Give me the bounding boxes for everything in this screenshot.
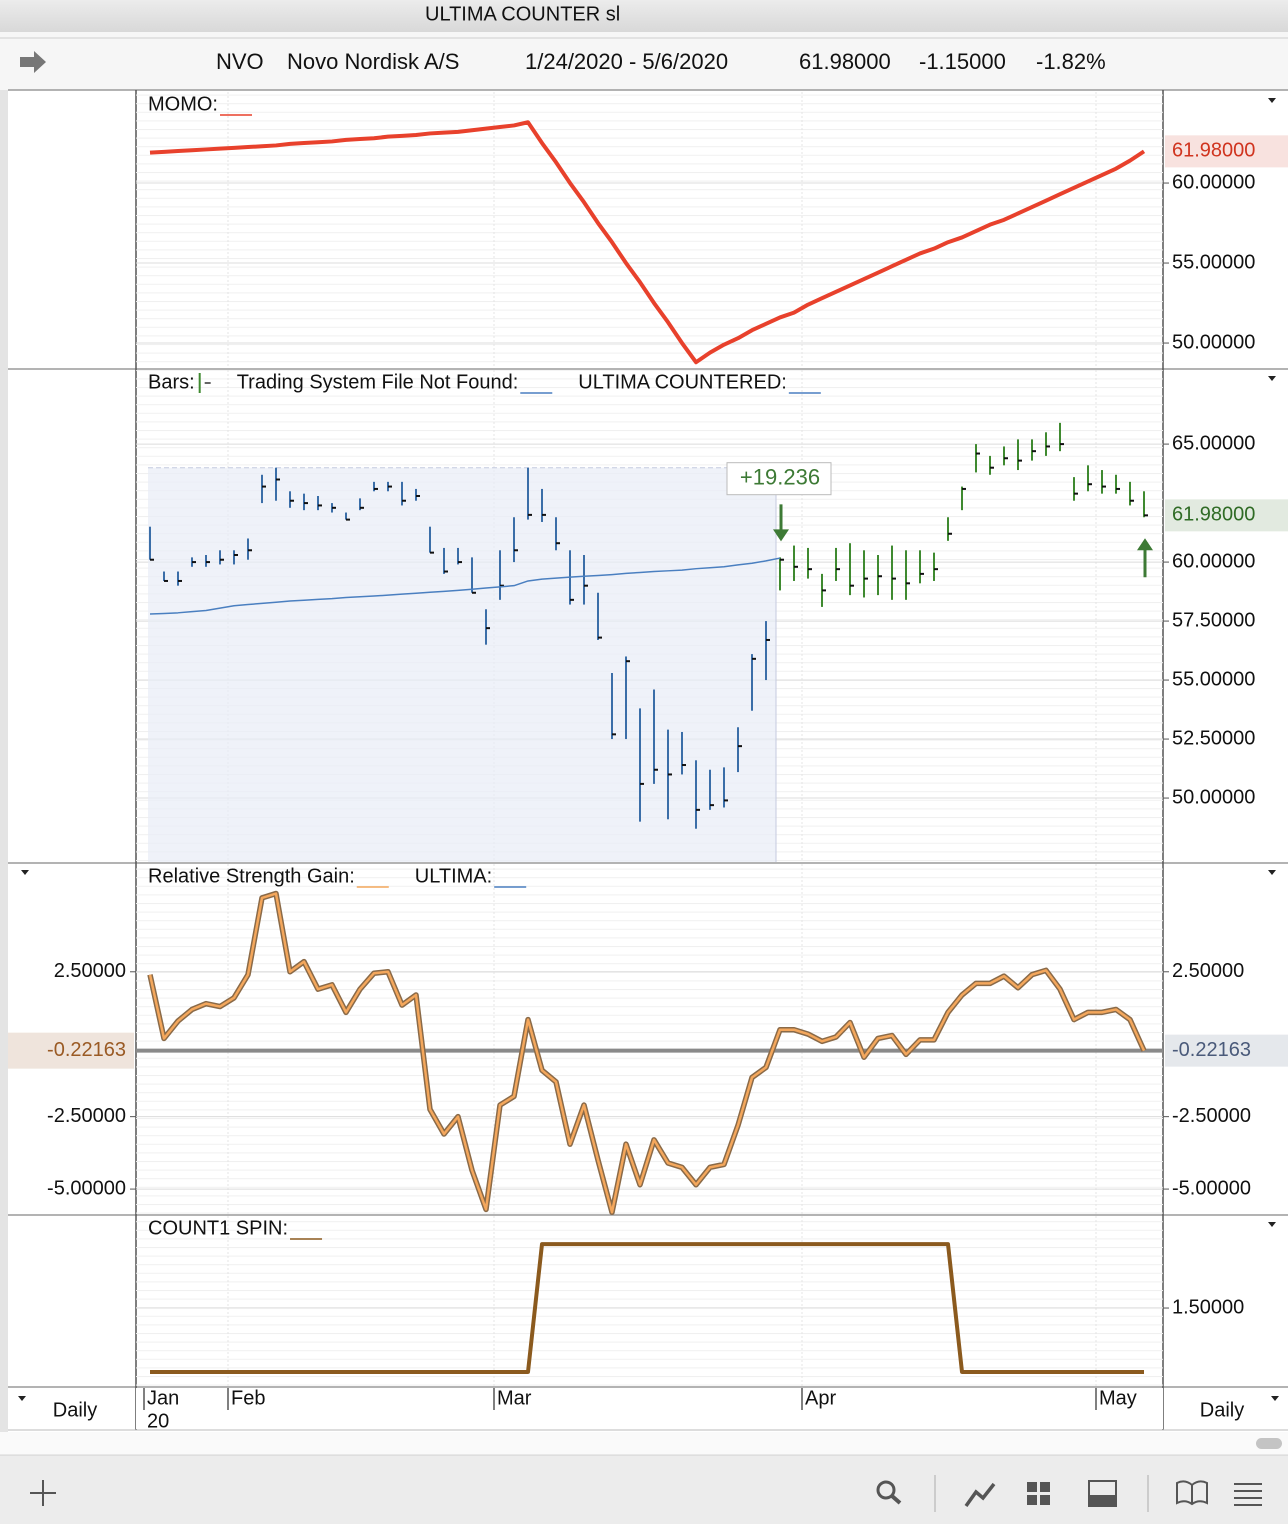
panel-menu[interactable] — [1268, 98, 1276, 103]
left-strip — [0, 90, 8, 1436]
panel-menu[interactable] — [1268, 376, 1276, 381]
y-tick-label: 60.00000 — [1172, 171, 1255, 193]
period-label-left: Daily — [53, 1399, 97, 1421]
y-tick-label: -5.00000 — [47, 1177, 126, 1199]
y-tick-label: 50.00000 — [1172, 786, 1255, 808]
current-value-box — [1165, 499, 1288, 532]
link-arrow-icon[interactable] — [20, 51, 46, 73]
date-range: 1/24/2020 - 5/6/2020 — [525, 49, 728, 74]
y-tick-label: -2.50000 — [47, 1105, 126, 1127]
x-year-label: 20 — [147, 1410, 169, 1432]
panel-button[interactable] — [1088, 1480, 1117, 1507]
y-tick-label: -2.50000 — [1172, 1105, 1251, 1127]
shaded-region — [148, 467, 776, 862]
series-line — [150, 1242, 1144, 1374]
current-value-label: 61.98000 — [1172, 504, 1255, 526]
current-value-label: 61.98000 — [1172, 140, 1255, 162]
legend-label: ULTIMA: — [415, 865, 492, 887]
toolbar — [0, 1455, 1288, 1524]
series-line — [148, 892, 1146, 1214]
x-tick-label: Apr — [805, 1387, 836, 1409]
window-title: ULTIMA COUNTER sl — [425, 3, 620, 25]
legend-label: Trading System File Not Found: — [237, 371, 519, 393]
y-tick-label: -5.00000 — [1172, 1177, 1251, 1199]
period-label-right: Daily — [1200, 1399, 1244, 1421]
title-bar — [0, 0, 1288, 32]
y-tick-label: 1.50000 — [1172, 1296, 1244, 1318]
current-value-label: -0.22163 — [1172, 1039, 1251, 1061]
plot-background — [136, 92, 1163, 368]
x-tick-label: Feb — [231, 1387, 265, 1409]
y-tick-label: 57.50000 — [1172, 609, 1255, 631]
scrollbar-thumb[interactable] — [1256, 1438, 1282, 1449]
scrollbar-track — [0, 1432, 1288, 1454]
chart-style-button[interactable] — [964, 1482, 996, 1508]
annotation: +19.236 — [740, 465, 820, 490]
y-tick-label: 2.50000 — [1172, 960, 1244, 982]
add-button[interactable] — [30, 1480, 56, 1506]
current-value-box — [1165, 1034, 1288, 1067]
series-line — [149, 557, 781, 615]
signal-arrow-head — [773, 529, 789, 542]
legend-label: Bars: — [148, 371, 195, 393]
axis-menu[interactable] — [18, 1396, 26, 1401]
current-value-box — [8, 1032, 134, 1069]
signal-arrow-head — [1137, 538, 1153, 551]
y-tick-label: 65.00000 — [1172, 432, 1255, 454]
notes-button[interactable] — [1176, 1480, 1208, 1506]
x-tick-label: May — [1099, 1387, 1137, 1409]
search-button[interactable] — [876, 1480, 902, 1505]
symbol: NVO — [216, 49, 264, 74]
annotation-box — [726, 462, 832, 496]
panel-menus — [18, 98, 1279, 1401]
y-tick-label: 60.00000 — [1172, 550, 1255, 572]
menu-button[interactable] — [1234, 1483, 1262, 1506]
toolbar-icons — [30, 1475, 1262, 1512]
y-tick-label: 55.00000 — [1172, 668, 1255, 690]
panel-menu[interactable] — [1268, 1222, 1276, 1227]
x-tick-label: Mar — [497, 1387, 532, 1409]
panel-menu[interactable] — [1268, 870, 1276, 875]
percent-change: -1.82% — [1036, 49, 1106, 74]
header-bar — [0, 32, 1288, 90]
current-value-label: -0.22163 — [47, 1039, 126, 1061]
layout-button[interactable] — [1027, 1482, 1050, 1505]
company-name: Novo Nordisk A/S — [287, 49, 459, 74]
series-line — [149, 120, 1146, 365]
legend-label: COUNT1 SPIN: — [148, 1217, 288, 1239]
legend-label: ULTIMA COUNTERED: — [578, 371, 787, 393]
plot-background — [136, 1216, 1163, 1386]
price-change: -1.15000 — [919, 49, 1006, 74]
legend-label: MOMO: — [148, 93, 218, 115]
y-tick-label: 55.00000 — [1172, 251, 1255, 273]
axis-menu[interactable] — [1271, 1396, 1279, 1401]
last-price: 61.98000 — [799, 49, 891, 74]
legend-label: Relative Strength Gain: — [148, 865, 355, 887]
y-tick-label: 52.50000 — [1172, 727, 1255, 749]
x-axis-band — [136, 1388, 1163, 1429]
panel-menu[interactable] — [21, 870, 29, 875]
y-tick-label: 50.00000 — [1172, 331, 1255, 353]
current-value-box — [1165, 135, 1288, 168]
x-tick-label: Jan — [147, 1387, 179, 1409]
y-tick-label: 2.50000 — [54, 960, 126, 982]
